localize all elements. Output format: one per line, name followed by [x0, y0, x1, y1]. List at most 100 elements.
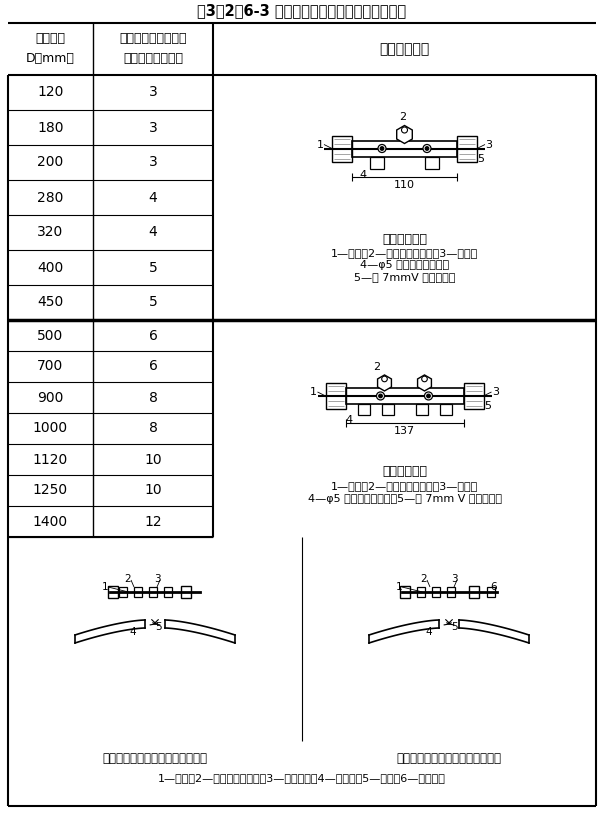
Text: 10: 10 — [144, 452, 162, 466]
Circle shape — [426, 394, 430, 398]
Bar — [487, 587, 495, 597]
Text: 单箍内胀芯管: 单箍内胀芯管 — [382, 232, 427, 245]
Circle shape — [379, 394, 382, 398]
Polygon shape — [378, 375, 391, 391]
Text: 或铆钉数量（个）: 或铆钉数量（个） — [123, 52, 183, 65]
Text: 2: 2 — [421, 574, 427, 584]
Text: 2: 2 — [373, 362, 380, 372]
Text: 5: 5 — [155, 622, 161, 632]
Text: 1: 1 — [101, 582, 108, 592]
Text: 内胀芯管安装后开口处的搭接状态: 内胀芯管安装后开口处的搭接状态 — [396, 752, 501, 765]
Text: 10: 10 — [144, 483, 162, 497]
Circle shape — [402, 127, 408, 133]
Bar — [382, 404, 393, 415]
Bar — [181, 586, 191, 598]
Text: 110: 110 — [394, 179, 415, 190]
Text: 1400: 1400 — [33, 515, 68, 528]
Text: 2: 2 — [124, 574, 131, 584]
Bar — [108, 586, 118, 598]
Text: 表3．2．6-3 内胀芯管螺钉数量及制作安装形式: 表3．2．6-3 内胀芯管螺钉数量及制作安装形式 — [198, 3, 406, 19]
Bar — [457, 136, 477, 161]
Text: 8: 8 — [149, 421, 158, 435]
Text: 3: 3 — [153, 574, 160, 584]
Bar — [416, 404, 428, 415]
Bar — [332, 136, 352, 161]
Text: 12: 12 — [144, 515, 162, 528]
Text: 1000: 1000 — [33, 421, 68, 435]
Text: 320: 320 — [37, 226, 63, 240]
Circle shape — [422, 376, 427, 382]
Circle shape — [376, 392, 385, 400]
Text: 500: 500 — [37, 329, 63, 343]
Circle shape — [378, 145, 386, 152]
Text: 450: 450 — [37, 295, 63, 309]
Circle shape — [423, 145, 431, 152]
Text: 1120: 1120 — [33, 452, 68, 466]
Bar — [164, 587, 172, 597]
Text: D（mm）: D（mm） — [26, 52, 75, 65]
Text: 内胀芯管安装前开口处的搭接状态: 内胀芯管安装前开口处的搭接状态 — [103, 752, 208, 765]
Text: 700: 700 — [37, 359, 63, 374]
Text: 5: 5 — [451, 622, 457, 632]
Text: 2: 2 — [399, 113, 406, 123]
Polygon shape — [417, 375, 431, 391]
Bar — [463, 383, 483, 409]
Text: 1—风管；2—固定耳（焊接）；3—铆钉；: 1—风管；2—固定耳（焊接）；3—铆钉； — [331, 481, 478, 491]
Text: 4—φ5 实芯橡胶密封圈；5—宽 7mm V 形密封槽口: 4—φ5 实芯橡胶密封圈；5—宽 7mm V 形密封槽口 — [307, 494, 501, 504]
Text: 3: 3 — [486, 140, 492, 150]
Text: 内胀芯管形式: 内胀芯管形式 — [379, 42, 429, 56]
Text: 8: 8 — [149, 390, 158, 404]
Bar — [417, 587, 425, 597]
Text: 400: 400 — [37, 260, 63, 275]
Text: 6: 6 — [149, 359, 158, 374]
Text: 3: 3 — [492, 387, 499, 397]
Bar — [352, 141, 457, 156]
Text: 4: 4 — [346, 415, 353, 425]
Bar — [358, 404, 370, 415]
Text: 3: 3 — [149, 86, 158, 100]
Bar — [469, 586, 479, 598]
Text: 120: 120 — [37, 86, 63, 100]
Text: 1—风管；2—固定耳（焊接）；3—铆钉；: 1—风管；2—固定耳（焊接）；3—铆钉； — [331, 248, 478, 258]
Bar — [399, 586, 410, 598]
Text: 6: 6 — [490, 582, 497, 592]
Text: 5: 5 — [149, 260, 158, 275]
Text: 4: 4 — [130, 627, 137, 637]
Text: 280: 280 — [37, 191, 63, 204]
Text: 5—宽 7mmV 形密封槽口: 5—宽 7mmV 形密封槽口 — [354, 272, 455, 282]
Bar — [326, 383, 345, 409]
Text: 4—φ5 实芯橡胶密封圈；: 4—φ5 实芯橡胶密封圈； — [360, 260, 449, 270]
Text: 4: 4 — [359, 169, 367, 179]
Text: 3: 3 — [149, 155, 158, 169]
Text: 4: 4 — [149, 226, 158, 240]
Text: 3: 3 — [451, 574, 457, 584]
Text: 4: 4 — [149, 191, 158, 204]
Bar — [119, 587, 127, 597]
Circle shape — [425, 392, 432, 400]
Circle shape — [380, 146, 384, 151]
Text: 5: 5 — [478, 154, 484, 164]
Text: 风管直径: 风管直径 — [36, 33, 65, 46]
Text: 5: 5 — [149, 295, 158, 309]
Polygon shape — [397, 125, 413, 143]
Text: 1250: 1250 — [33, 483, 68, 497]
Bar — [447, 587, 455, 597]
Text: 1: 1 — [396, 582, 402, 592]
Text: 200: 200 — [37, 155, 63, 169]
Text: 6: 6 — [149, 329, 158, 343]
Text: 4: 4 — [426, 627, 432, 637]
Text: 1: 1 — [316, 140, 324, 150]
Bar — [425, 156, 439, 169]
Text: 双箍内胀芯管: 双箍内胀芯管 — [382, 465, 427, 479]
Bar — [440, 404, 452, 415]
Text: 137: 137 — [394, 426, 415, 436]
Bar — [370, 156, 384, 169]
Text: 芯管每端口自攻螺钉: 芯管每端口自攻螺钉 — [119, 33, 187, 46]
Bar — [149, 587, 157, 597]
Text: 3: 3 — [149, 120, 158, 134]
Bar — [345, 388, 463, 404]
Circle shape — [425, 146, 429, 151]
Text: 1: 1 — [310, 387, 317, 397]
Bar — [432, 587, 440, 597]
Circle shape — [382, 376, 387, 382]
